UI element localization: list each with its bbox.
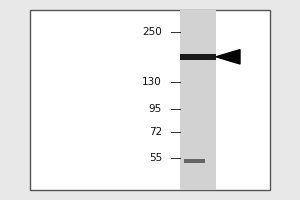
Text: 55: 55 <box>149 153 162 163</box>
Text: 72: 72 <box>149 127 162 137</box>
Polygon shape <box>216 50 240 64</box>
Bar <box>184 159 205 163</box>
Text: 95: 95 <box>149 104 162 114</box>
Bar <box>180 54 216 60</box>
Text: 250: 250 <box>142 27 162 37</box>
Text: 130: 130 <box>142 77 162 87</box>
FancyBboxPatch shape <box>30 10 270 190</box>
Bar <box>180 10 216 190</box>
